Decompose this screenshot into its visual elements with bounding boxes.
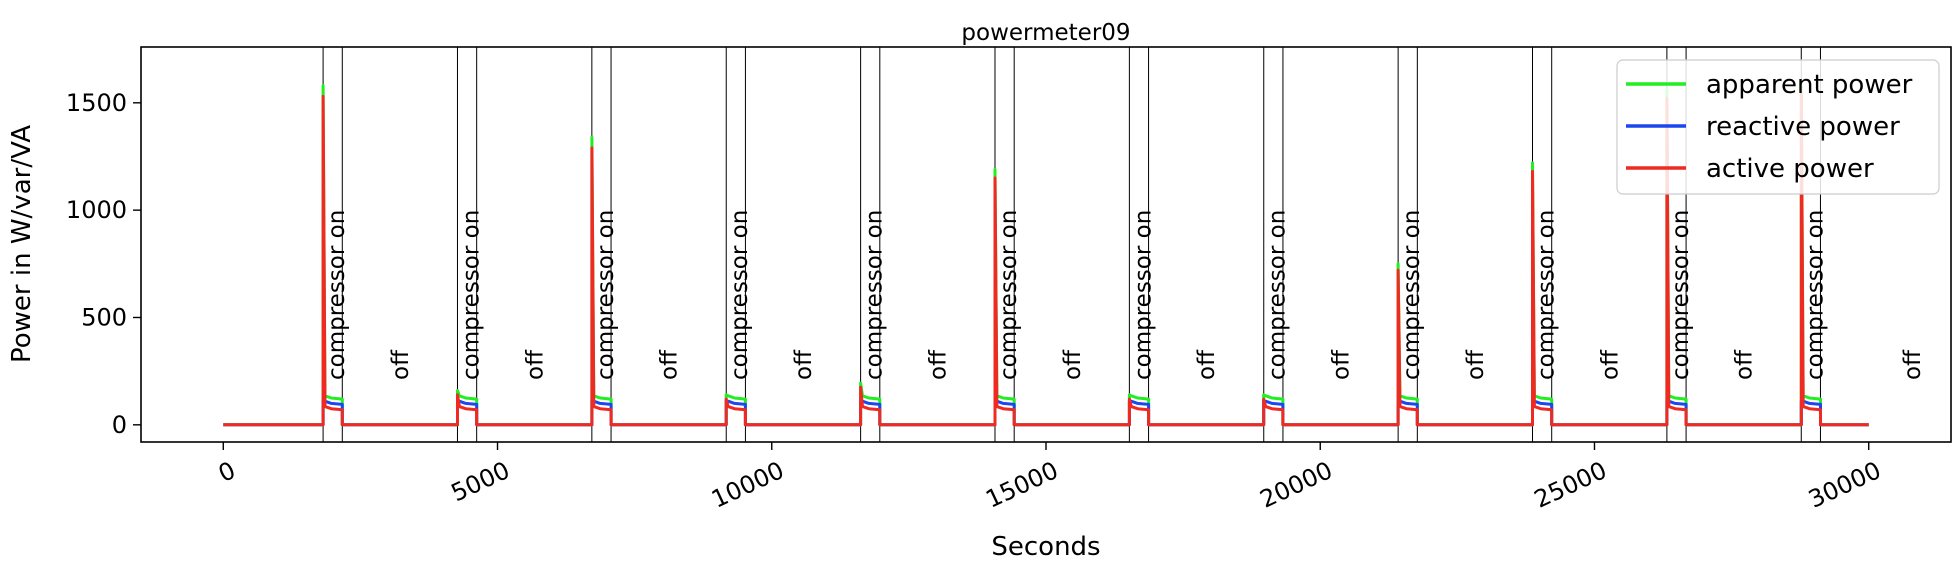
series-line-active-power — [223, 92, 1869, 427]
compressor-on-label-11: compressor on — [1668, 210, 1694, 380]
cycle-annotations: compressor on off compressor on off compress… — [324, 210, 1926, 380]
compressor-on-label-12: compressor on — [1802, 210, 1828, 380]
off-label-3: off — [657, 349, 683, 380]
series-line-reactive-power — [223, 397, 1869, 427]
legend-label-apparent-power: apparent power — [1706, 70, 1913, 100]
legend-label-reactive-power: reactive power — [1706, 112, 1900, 142]
compressor-on-label-6: compressor on — [996, 210, 1022, 380]
x-tick-label: 10000 — [707, 456, 788, 514]
x-tick-label: 20000 — [1256, 456, 1337, 514]
off-label-6: off — [1060, 349, 1086, 380]
y-tick-label: 1000 — [66, 196, 127, 224]
x-tick-label: 5000 — [447, 456, 514, 507]
legend: apparent power reactive power active power — [1616, 59, 1940, 195]
compressor-on-label-10: compressor on — [1534, 210, 1560, 380]
y-axis-ticks: 0 500 1000 1500 — [66, 89, 141, 439]
x-axis-ticks: 0 5000 10000 15000 20000 25000 30000 — [214, 442, 1885, 514]
cycle-marker-lines — [322, 47, 1821, 442]
x-axis-label: Seconds — [991, 532, 1100, 562]
off-label-5: off — [925, 349, 951, 380]
off-label-10: off — [1597, 349, 1623, 380]
off-label-11: off — [1732, 349, 1758, 380]
compressor-on-label-5: compressor on — [862, 210, 888, 380]
legend-box — [1616, 59, 1940, 195]
legend-label-active-power: active power — [1706, 154, 1874, 184]
compressor-on-label-4: compressor on — [727, 210, 753, 380]
series-lines — [223, 84, 1869, 427]
off-label-4: off — [791, 349, 817, 380]
y-tick-label: 1500 — [66, 89, 127, 117]
y-axis-label: Power in W/var/VA — [7, 125, 37, 363]
off-label-1: off — [388, 349, 414, 380]
y-tick-label: 0 — [112, 411, 127, 439]
x-tick-label: 25000 — [1530, 456, 1611, 514]
compressor-on-label-7: compressor on — [1130, 210, 1156, 380]
x-tick-label: 0 — [214, 456, 240, 488]
compressor-on-label-1: compressor on — [324, 210, 350, 380]
chart-title: powermeter09 — [961, 20, 1130, 46]
off-label-12: off — [1900, 349, 1926, 380]
off-label-9: off — [1463, 349, 1489, 380]
off-label-7: off — [1194, 349, 1220, 380]
compressor-on-label-9: compressor on — [1399, 210, 1425, 380]
y-tick-label: 500 — [81, 303, 127, 331]
x-tick-label: 30000 — [1804, 456, 1885, 514]
off-label-2: off — [522, 349, 548, 380]
x-tick-label: 15000 — [981, 456, 1062, 514]
compressor-on-label-2: compressor on — [458, 210, 484, 380]
compressor-on-label-8: compressor on — [1265, 210, 1291, 380]
off-label-8: off — [1329, 349, 1355, 380]
compressor-on-label-3: compressor on — [593, 210, 619, 380]
